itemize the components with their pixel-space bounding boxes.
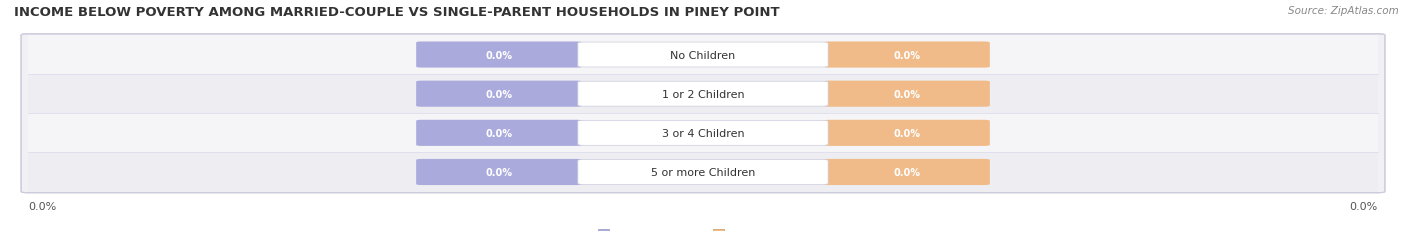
- Bar: [28, 153, 1378, 192]
- Text: No Children: No Children: [671, 50, 735, 60]
- Text: 1 or 2 Children: 1 or 2 Children: [662, 89, 744, 99]
- Text: 0.0%: 0.0%: [485, 167, 513, 177]
- Bar: [28, 36, 1378, 75]
- FancyBboxPatch shape: [824, 81, 990, 107]
- Text: 0.0%: 0.0%: [893, 128, 921, 138]
- Text: 0.0%: 0.0%: [893, 167, 921, 177]
- Text: 0.0%: 0.0%: [485, 128, 513, 138]
- Text: 0.0%: 0.0%: [485, 89, 513, 99]
- FancyBboxPatch shape: [578, 43, 828, 68]
- Text: 0.0%: 0.0%: [893, 50, 921, 60]
- Text: Source: ZipAtlas.com: Source: ZipAtlas.com: [1288, 6, 1399, 16]
- FancyBboxPatch shape: [416, 159, 582, 185]
- FancyBboxPatch shape: [824, 42, 990, 68]
- FancyBboxPatch shape: [21, 35, 1385, 193]
- FancyBboxPatch shape: [578, 160, 828, 185]
- FancyBboxPatch shape: [416, 81, 582, 107]
- Text: INCOME BELOW POVERTY AMONG MARRIED-COUPLE VS SINGLE-PARENT HOUSEHOLDS IN PINEY P: INCOME BELOW POVERTY AMONG MARRIED-COUPL…: [14, 6, 780, 19]
- Text: 3 or 4 Children: 3 or 4 Children: [662, 128, 744, 138]
- Text: 0.0%: 0.0%: [485, 50, 513, 60]
- FancyBboxPatch shape: [578, 121, 828, 146]
- Text: 0.0%: 0.0%: [28, 201, 56, 211]
- Legend: Married Couples, Single Parents: Married Couples, Single Parents: [593, 225, 813, 231]
- Bar: [28, 114, 1378, 153]
- FancyBboxPatch shape: [824, 120, 990, 146]
- FancyBboxPatch shape: [578, 82, 828, 107]
- Text: 0.0%: 0.0%: [893, 89, 921, 99]
- FancyBboxPatch shape: [416, 42, 582, 68]
- Text: 0.0%: 0.0%: [1350, 201, 1378, 211]
- Bar: [28, 75, 1378, 114]
- Text: 5 or more Children: 5 or more Children: [651, 167, 755, 177]
- FancyBboxPatch shape: [416, 120, 582, 146]
- FancyBboxPatch shape: [824, 159, 990, 185]
